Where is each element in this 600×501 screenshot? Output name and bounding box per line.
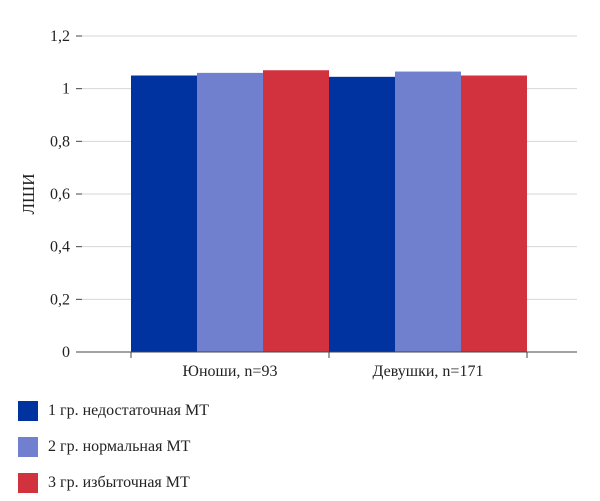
y-tick-label: 0,4 (50, 239, 70, 256)
legend-item: 1 гр. недостаточная МТ (18, 393, 209, 429)
y-tick-label: 0,2 (50, 291, 70, 308)
y-axis-ticks: 0 0,2 0,4 0,6 0,8 1 1,2 (50, 28, 82, 361)
y-tick-label: 0,6 (50, 186, 70, 203)
legend: 1 гр. недостаточная МТ 2 гр. нормальная М… (18, 393, 209, 501)
bar (131, 75, 197, 352)
bar (461, 75, 527, 352)
bars (131, 70, 527, 353)
bar-chart: 0 0,2 0,4 0,6 0,8 1 1,2 Юноши, n=93 Девушки, n=… (19, 28, 577, 380)
legend-item: 3 гр. избыточная МТ (18, 465, 209, 501)
legend-item: 2 гр. нормальная МТ (18, 429, 209, 465)
legend-label: 2 гр. нормальная МТ (48, 438, 191, 455)
x-tick-label: Юноши, n=93 (183, 363, 278, 380)
bar (263, 70, 329, 352)
legend-label: 3 гр. избыточная МТ (48, 474, 190, 491)
y-tick-label: 0,8 (50, 133, 70, 150)
y-tick-label: 0 (62, 344, 70, 361)
legend-swatch (18, 473, 38, 493)
legend-swatch (18, 401, 38, 421)
legend-label: 1 гр. недостаточная МТ (48, 402, 209, 419)
y-tick-label: 1 (62, 81, 70, 98)
bar (395, 71, 461, 353)
y-axis-title: ЛШИ (19, 174, 38, 215)
bar (197, 72, 263, 352)
x-tick-label: Девушки, n=171 (373, 363, 484, 380)
legend-swatch (18, 437, 38, 457)
y-tick-label: 1,2 (50, 28, 70, 45)
x-axis-ticks: Юноши, n=93 Девушки, n=171 (130, 352, 528, 380)
bar (329, 76, 395, 353)
